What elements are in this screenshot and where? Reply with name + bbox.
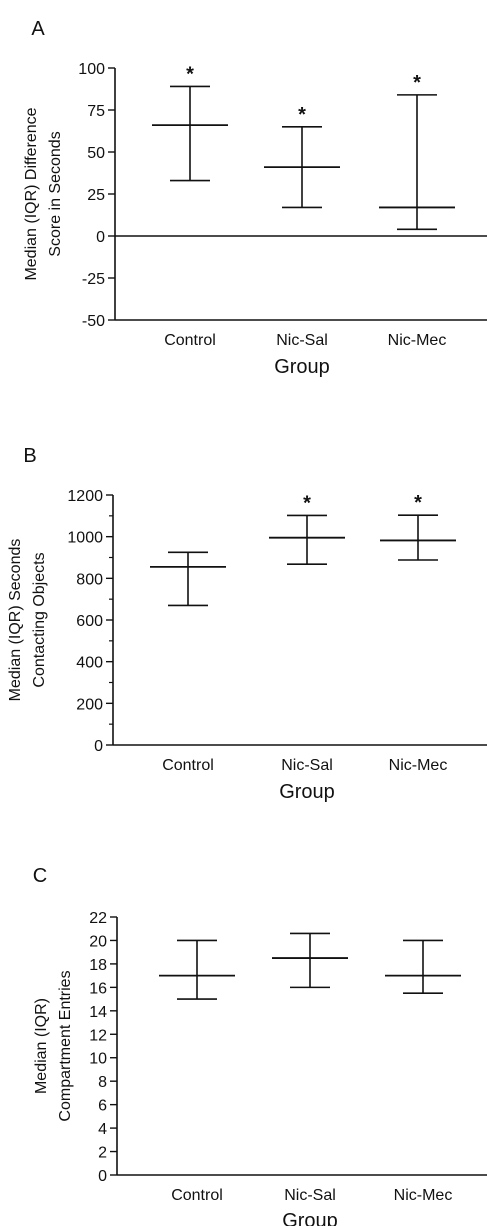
y-tick-label: 14 (89, 1004, 107, 1021)
panel-letter: A (31, 18, 45, 40)
y-tick-label: 0 (96, 229, 105, 246)
y-tick-label: 50 (87, 145, 105, 162)
significance-marker: * (303, 492, 311, 514)
y-tick-label: 75 (87, 103, 105, 120)
y-tick-label: -25 (82, 271, 105, 288)
significance-marker: * (414, 492, 422, 514)
y-tick-label: 8 (98, 1074, 107, 1091)
significance-marker: * (298, 104, 306, 126)
y-tick-label: 20 (89, 933, 107, 950)
y-tick-label: 12 (89, 1027, 107, 1044)
x-category-label: Control (162, 757, 214, 774)
y-tick-label: 0 (98, 1168, 107, 1185)
chart-panel-c: C 0 2 4 6 8 10 12 14 16 18 20 22 Median (IQR) Compartm… (33, 865, 487, 1226)
x-axis-label: Group (282, 1210, 338, 1226)
panel-letter: B (23, 445, 36, 467)
x-category-label: Nic-Mec (394, 1187, 453, 1204)
y-axis-label: Median (IQR) (33, 998, 50, 1094)
y-tick-label: 18 (89, 957, 107, 974)
y-axis-label: Compartment Entries (57, 970, 74, 1121)
x-category-label: Control (164, 332, 216, 349)
panel-letter: C (33, 865, 47, 887)
x-category-label: Nic-Sal (284, 1187, 336, 1204)
y-axis-label: Score in Seconds (47, 131, 64, 256)
significance-marker: * (413, 72, 421, 94)
x-axis-label: Group (279, 781, 335, 803)
y-axis-label: Contacting Objects (31, 552, 48, 687)
chart-panel-b: B 0 200 400 600 800 1000 1200 Median (IQR) Secon… (7, 445, 487, 803)
y-tick-label: 2 (98, 1145, 107, 1162)
y-tick-label: 1000 (67, 530, 103, 547)
y-tick-label: 25 (87, 187, 105, 204)
y-tick-label: 4 (98, 1121, 107, 1138)
chart-panel-a: A -50 -25 0 25 50 75 100 Median (IQR) Difference… (23, 18, 487, 378)
y-tick-label: 100 (78, 61, 105, 78)
x-category-label: Nic-Mec (388, 332, 447, 349)
y-tick-label: 10 (89, 1051, 107, 1068)
x-category-label: Control (171, 1187, 223, 1204)
y-tick-label: 200 (76, 696, 103, 713)
significance-marker: * (186, 63, 194, 85)
y-tick-label: 6 (98, 1098, 107, 1115)
y-tick-label: 800 (76, 571, 103, 588)
y-tick-label: 16 (89, 980, 107, 997)
y-tick-label: 600 (76, 613, 103, 630)
x-category-label: Nic-Mec (389, 757, 448, 774)
y-tick-label: 0 (94, 738, 103, 755)
x-axis-label: Group (274, 356, 330, 378)
y-tick-label: 1200 (67, 488, 103, 505)
x-category-label: Nic-Sal (276, 332, 328, 349)
y-tick-label: -50 (82, 313, 105, 330)
y-axis-label: Median (IQR) Difference (23, 107, 40, 280)
y-tick-label: 400 (76, 655, 103, 672)
y-tick-label: 22 (89, 910, 107, 927)
x-category-label: Nic-Sal (281, 757, 333, 774)
y-axis-label: Median (IQR) Seconds (7, 539, 24, 702)
